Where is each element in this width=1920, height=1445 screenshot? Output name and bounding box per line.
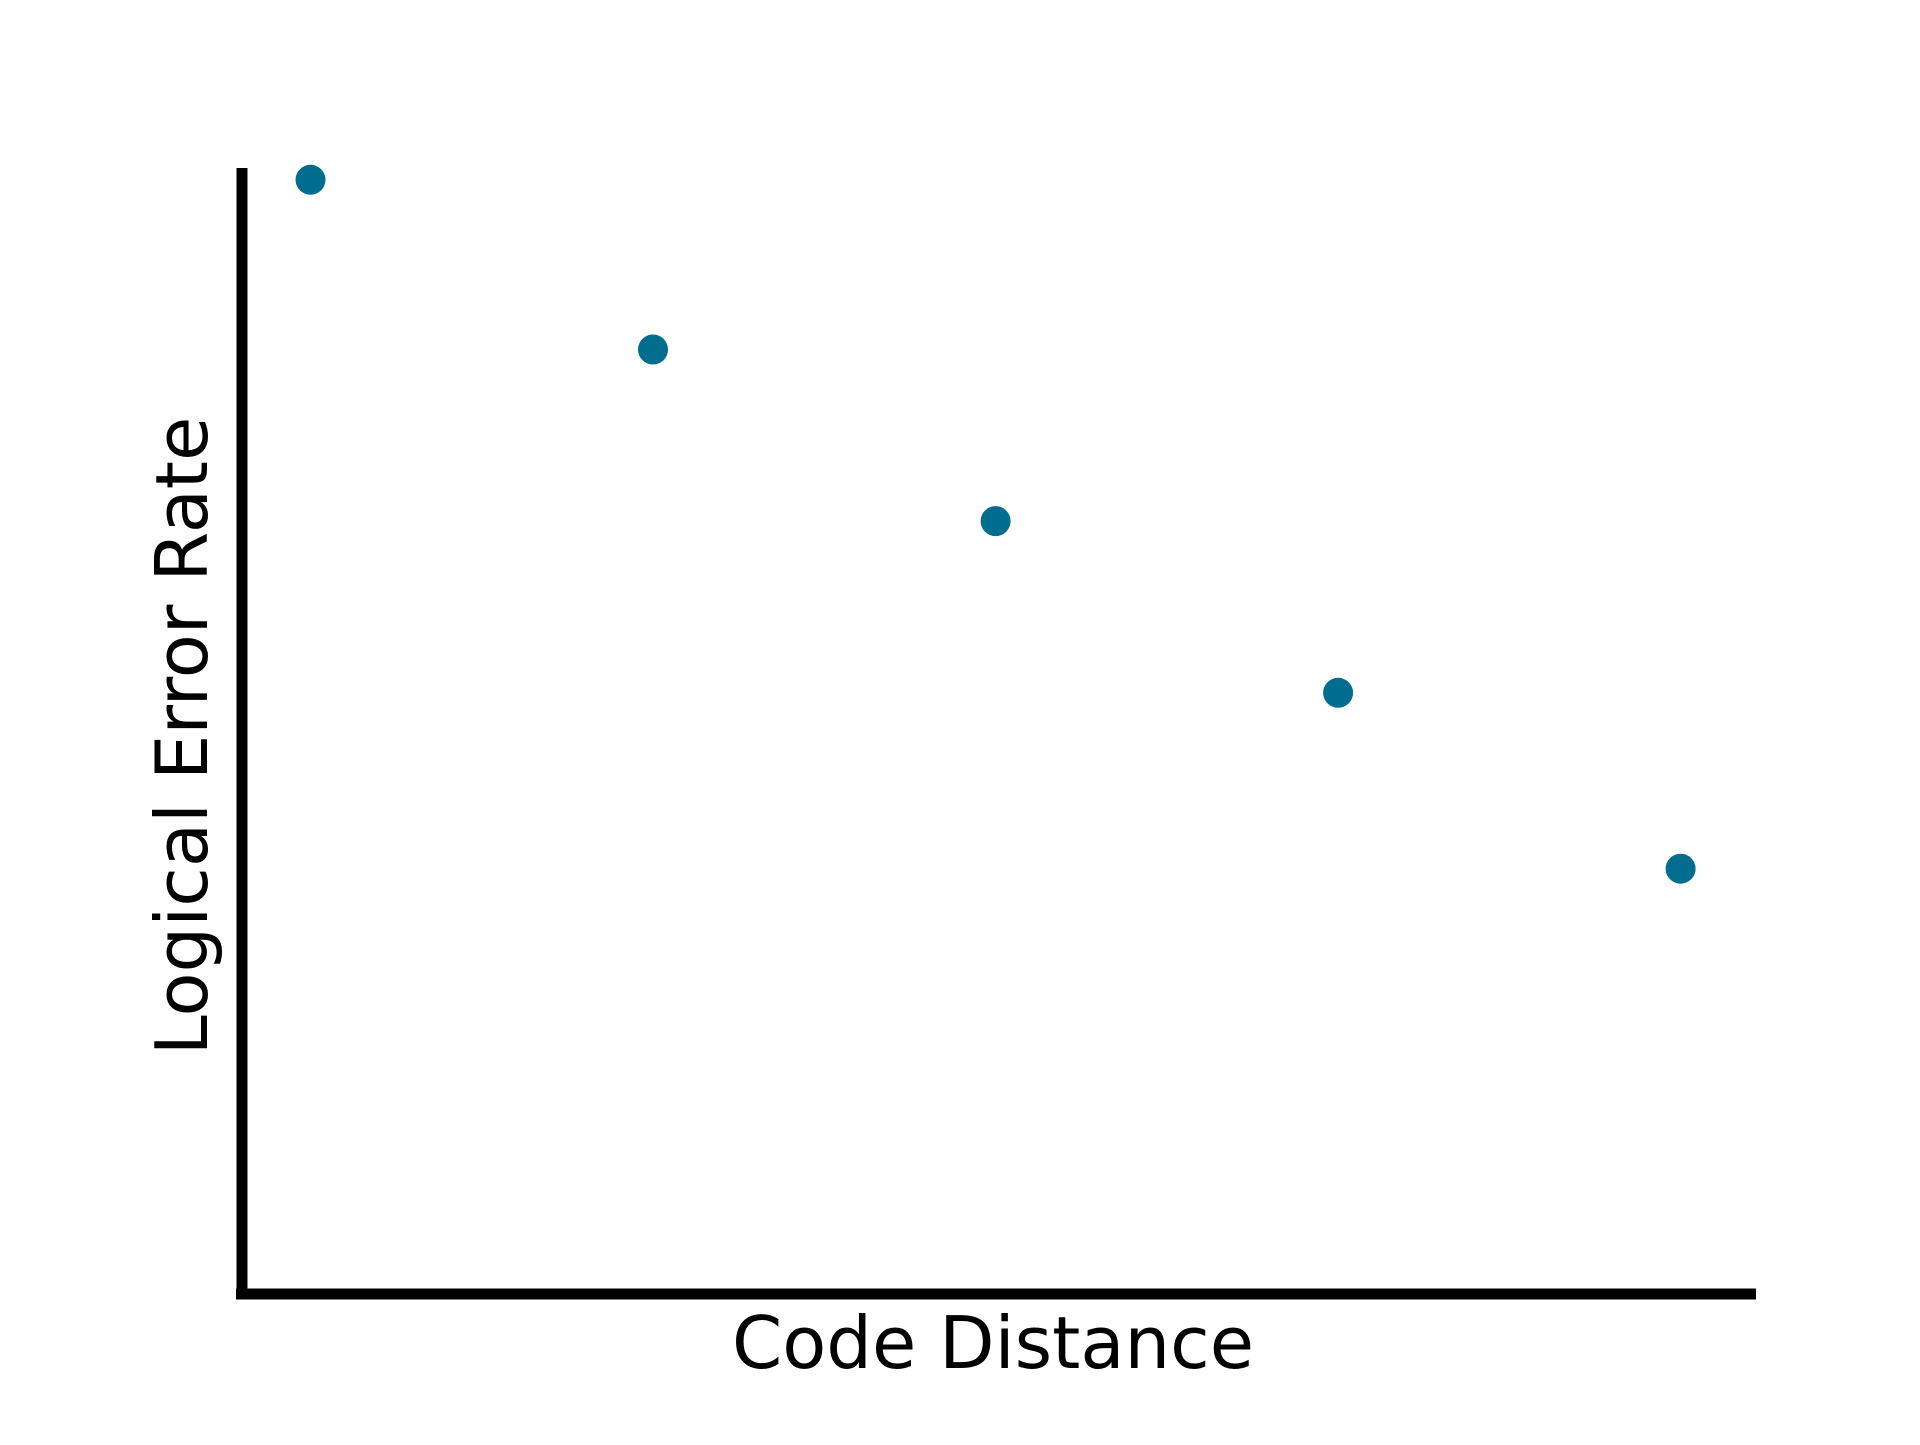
data-point-3 (980, 506, 1011, 537)
y-axis-label: Logical Error Rate (140, 417, 224, 1056)
x-axis-label: Code Distance (732, 1301, 1254, 1385)
data-point-1 (295, 164, 326, 195)
data-points (295, 164, 1696, 884)
data-point-4 (1323, 677, 1354, 708)
data-point-5 (1665, 853, 1696, 884)
data-point-2 (638, 334, 668, 365)
